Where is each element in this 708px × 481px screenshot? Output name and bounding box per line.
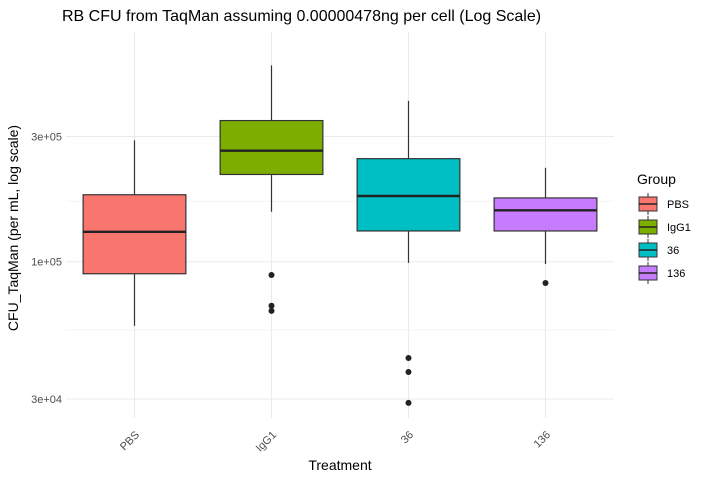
y-tick-label: 1e+05 [31, 257, 62, 269]
x-tick-label: 36 [399, 429, 416, 446]
y-axis-title: CFU_TaqMan (per mL, log scale) [5, 125, 21, 331]
x-axis-ticks: PBS IgG1 36 136 [118, 429, 553, 454]
legend: Group PBS IgG1 36 136 [637, 171, 691, 284]
chart-title: RB CFU from TaqMan assuming 0.00000478ng… [62, 8, 541, 25]
boxes [82, 65, 598, 406]
box-group-igg1 [219, 65, 324, 314]
legend-title: Group [637, 171, 676, 187]
legend-label: IgG1 [667, 222, 691, 234]
legend-key-136 [638, 262, 658, 284]
outlier-point [268, 272, 275, 279]
box [82, 194, 187, 275]
outlier-point [405, 399, 412, 406]
legend-key-36 [638, 239, 658, 261]
box-group-36 [356, 100, 461, 406]
legend-label: 36 [667, 245, 679, 257]
y-tick-label: 3e+05 [31, 132, 62, 144]
outlier-point [268, 307, 275, 314]
box [219, 119, 324, 176]
y-tick-label: 3e+04 [31, 394, 62, 406]
outlier-point [542, 279, 549, 286]
x-tick-label: 136 [532, 429, 553, 450]
legend-label: PBS [667, 199, 689, 211]
x-tick-label: IgG1 [254, 429, 279, 454]
outlier-point [405, 369, 412, 376]
x-axis-title: Treatment [308, 457, 371, 473]
x-tick-label: PBS [118, 429, 142, 453]
box-group-136 [493, 167, 598, 286]
box-group-pbs [82, 140, 187, 326]
legend-key-pbs [638, 193, 658, 215]
y-axis-ticks: 3e+04 1e+05 3e+05 [31, 132, 62, 407]
outlier-point [268, 302, 275, 309]
box [493, 197, 598, 232]
outlier-point [405, 354, 412, 361]
legend-label: 136 [667, 268, 685, 280]
legend-key-igg1 [638, 216, 658, 238]
